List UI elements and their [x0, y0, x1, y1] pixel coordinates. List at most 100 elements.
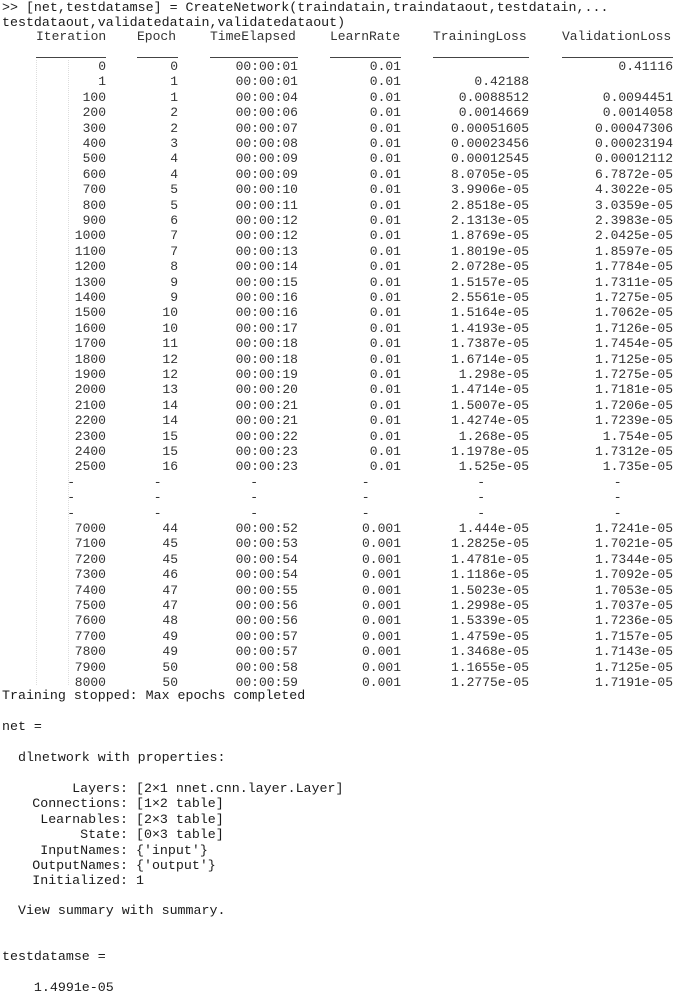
- property-label: State:: [80, 827, 128, 843]
- cell-iteration: 700: [82, 182, 106, 198]
- cell-learn-rate: 0.001: [361, 598, 401, 613]
- cell-time-elapsed: 00:00:08: [235, 136, 298, 151]
- cell-training-loss: 1.5007e-05: [450, 397, 529, 413]
- mse-assignment: testdatamse =: [2, 949, 106, 964]
- property-row: Learnables: [2×3 table]: [2, 812, 224, 827]
- cell-learn-rate: 0.01: [369, 105, 401, 121]
- cell-epoch: 11: [162, 336, 178, 352]
- cell-time-elapsed: 00:00:54: [235, 567, 298, 583]
- property-value: [1×2 table]: [128, 796, 224, 812]
- cell-iteration: 200: [82, 105, 106, 121]
- cell-learn-rate: 0.01: [369, 351, 401, 367]
- cell-training-loss: 1.4274e-05: [450, 413, 529, 429]
- cell-training-loss: 1.5164e-05: [450, 305, 529, 321]
- cell-epoch: 0: [170, 59, 178, 74]
- cell-validation-loss: 0.00023194: [594, 136, 673, 151]
- header-epoch: Epoch: [137, 29, 177, 44]
- cell-learn-rate: 0.001: [361, 582, 401, 598]
- cell-time-elapsed: 00:00:01: [235, 74, 298, 90]
- cell-training-loss: 2.1313e-05: [450, 213, 529, 228]
- cell-time-elapsed: 00:00:21: [235, 397, 298, 413]
- cell-time-elapsed: 00:00:07: [235, 120, 298, 136]
- cell-iteration: 2100: [74, 397, 106, 413]
- cell-validation-loss: 4.3022e-05: [594, 182, 673, 198]
- cell-time-elapsed: 00:00:59: [235, 675, 298, 690]
- cell-time-elapsed: 00:00:23: [235, 459, 298, 475]
- cell-validation-loss: 1.7241e-05: [594, 521, 673, 536]
- cell-epoch: 4: [170, 166, 178, 182]
- cell-iteration: 1200: [74, 259, 106, 275]
- cell-learn-rate: 0.001: [361, 644, 401, 660]
- cell-time-elapsed: 00:00:58: [235, 659, 298, 675]
- cell-time-elapsed: 00:00:16: [235, 290, 298, 305]
- cell-training-loss: 0.0014669: [458, 105, 529, 121]
- cell-training-loss: 1.444e-05: [458, 521, 529, 536]
- cell-epoch: 15: [162, 444, 178, 459]
- cell-validation-loss: 0.00012112: [594, 151, 673, 167]
- indent-guide: [68, 60, 69, 685]
- header-underline: [137, 57, 178, 58]
- cell-epoch: 7: [170, 243, 178, 259]
- property-value: {'input'}: [128, 842, 208, 858]
- cell-training-loss: 0.0088512: [458, 89, 529, 105]
- cell-training-loss: 1.6714e-05: [450, 351, 529, 367]
- cell-epoch: 48: [162, 613, 178, 629]
- cell-time-elapsed: 00:00:06: [235, 105, 298, 121]
- cell-iteration: 7400: [74, 582, 106, 598]
- cell-iteration: 1400: [74, 290, 106, 305]
- cell-time-elapsed: 00:00:17: [235, 320, 298, 336]
- cell-epoch: 16: [162, 459, 178, 475]
- net-assignment: net =: [2, 719, 42, 734]
- property-value: [2×3 table]: [128, 811, 224, 827]
- cell-training-loss: -: [477, 505, 485, 521]
- cell-time-elapsed: 00:00:15: [235, 274, 298, 290]
- cell-training-loss: -: [477, 490, 485, 506]
- cell-validation-loss: 1.7021e-05: [594, 536, 673, 552]
- cell-learn-rate: 0.01: [369, 428, 401, 444]
- cell-training-loss: 1.525e-05: [458, 459, 529, 475]
- cell-time-elapsed: 00:00:12: [235, 213, 298, 228]
- cell-learn-rate: -: [361, 474, 370, 490]
- cell-epoch: 45: [162, 551, 178, 567]
- cell-training-loss: 1.268e-05: [458, 428, 529, 444]
- cell-epoch: 14: [162, 413, 178, 429]
- cell-validation-loss: -: [613, 474, 622, 490]
- cell-validation-loss: 1.7037e-05: [594, 598, 673, 613]
- cell-training-loss: 2.5561e-05: [450, 290, 529, 305]
- cell-iteration: -: [67, 490, 75, 506]
- cell-validation-loss: 1.7053e-05: [594, 582, 673, 598]
- command-line-2[interactable]: testdataout,validatedatain,validatedatao…: [2, 15, 346, 30]
- cell-epoch: 49: [162, 644, 178, 660]
- dlnetwork-header: dlnetwork with properties:: [2, 750, 226, 765]
- cell-iteration: 900: [82, 213, 106, 228]
- cell-validation-loss: 1.7125e-05: [594, 659, 673, 675]
- command-line-1[interactable]: >> [net,testdatamse] = CreateNetwork(tra…: [2, 0, 609, 15]
- cell-validation-loss: -: [613, 490, 622, 506]
- cell-validation-loss: 1.7181e-05: [594, 382, 673, 398]
- cell-iteration: 8000: [74, 675, 106, 690]
- cell-learn-rate: 0.01: [369, 151, 401, 167]
- cell-time-elapsed: 00:00:12: [235, 228, 298, 244]
- cell-validation-loss: 1.7239e-05: [594, 413, 673, 429]
- property-row: State: [0×3 table]: [2, 827, 224, 842]
- cell-epoch: 12: [162, 367, 178, 382]
- cell-training-loss: 1.4193e-05: [450, 320, 529, 336]
- cell-learn-rate: 0.01: [369, 459, 401, 475]
- property-value: [0×3 table]: [128, 827, 224, 843]
- cell-iteration: 1100: [74, 243, 106, 259]
- cell-time-elapsed: 00:00:53: [235, 536, 298, 552]
- cell-time-elapsed: 00:00:56: [235, 598, 298, 613]
- cell-training-loss: 1.2825e-05: [450, 536, 529, 552]
- cell-epoch: 50: [162, 675, 178, 690]
- cell-validation-loss: 1.7206e-05: [594, 397, 673, 413]
- cell-training-loss: 1.4714e-05: [450, 382, 529, 398]
- cell-time-elapsed: 00:00:20: [235, 382, 298, 398]
- property-value: [2×1 nnet.cnn.layer.Layer]: [128, 781, 344, 796]
- cell-training-loss: 1.1978e-05: [450, 444, 529, 459]
- cell-time-elapsed: 00:00:22: [235, 428, 298, 444]
- cell-learn-rate: 0.001: [361, 675, 401, 690]
- cell-iteration: 7600: [74, 613, 106, 629]
- cell-epoch: 2: [170, 120, 178, 136]
- cell-learn-rate: 0.01: [369, 166, 401, 182]
- cell-epoch: -: [153, 474, 162, 490]
